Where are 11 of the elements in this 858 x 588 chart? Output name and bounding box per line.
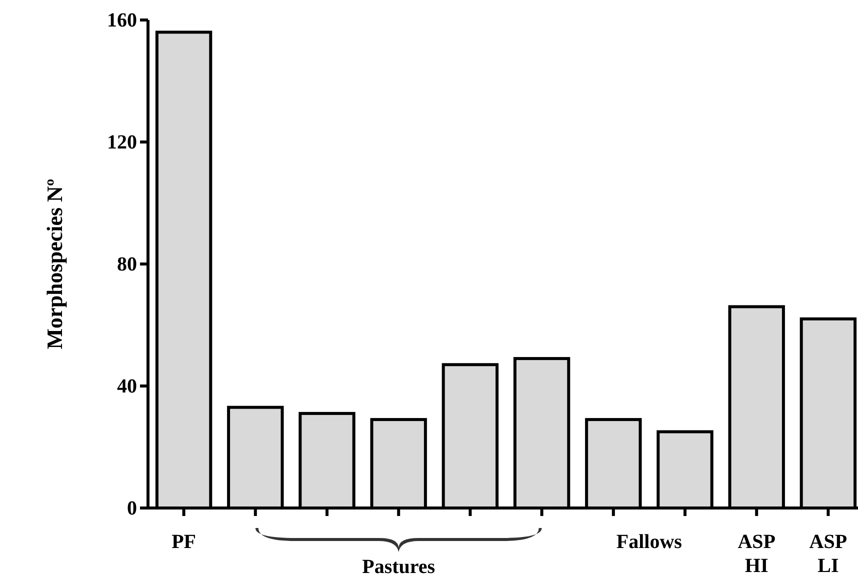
- y-tick-label: 120: [107, 131, 137, 154]
- text: Fallows: [616, 531, 682, 553]
- y-axis-title: Morphospecies Nº: [42, 178, 67, 350]
- y-tick-label: 80: [117, 253, 137, 276]
- text: Pastures: [362, 556, 436, 578]
- y-tick-label: 40: [117, 375, 137, 398]
- x-tick-label: PF: [172, 531, 196, 553]
- x-tick-label: ASP LI: [809, 531, 848, 577]
- x-tick-label: ASP HI: [738, 531, 776, 577]
- y-tick-label: 160: [107, 9, 137, 32]
- y-tick-label: 0: [127, 497, 137, 520]
